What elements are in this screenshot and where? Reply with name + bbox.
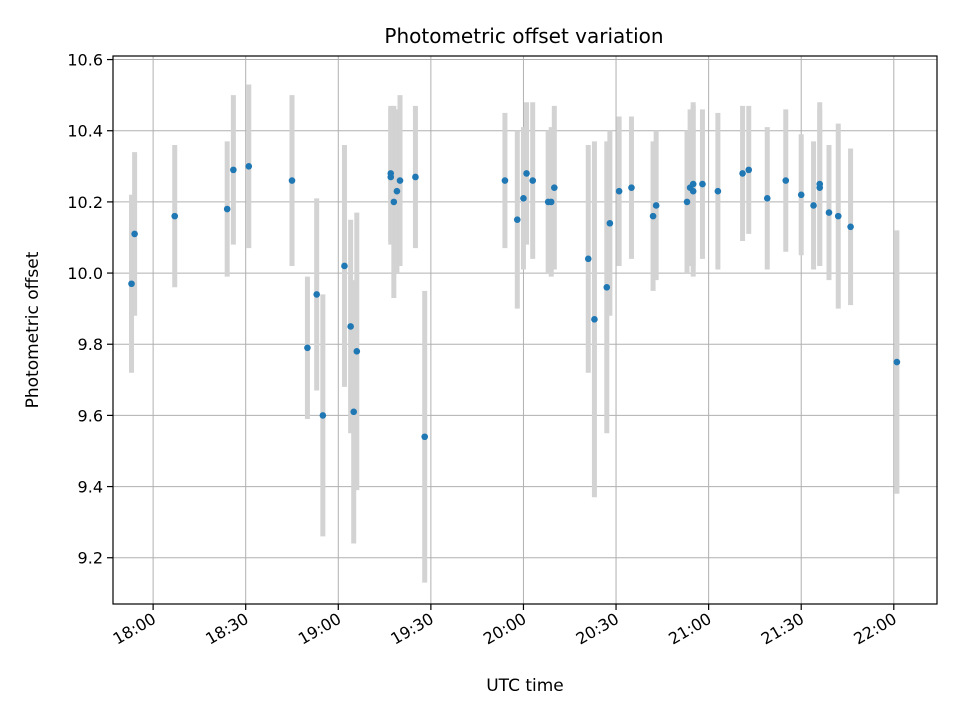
data-point [584, 255, 592, 263]
data-point [421, 433, 429, 441]
data-point [810, 202, 817, 209]
data-point [341, 262, 348, 270]
data-point [797, 191, 805, 199]
y-tick-label: 10.6 [67, 51, 103, 70]
data-point [319, 412, 327, 419]
y-tick-label: 9.2 [78, 549, 103, 568]
data-point [689, 180, 697, 188]
data-point [739, 170, 746, 177]
data-points [128, 163, 901, 441]
data-point [816, 180, 824, 188]
data-point [223, 205, 231, 213]
data-point [893, 358, 901, 366]
data-point [652, 202, 660, 209]
data-point [714, 187, 722, 195]
data-point [834, 212, 842, 220]
data-point [520, 195, 527, 202]
plot-frame [112, 55, 938, 605]
data-point [171, 212, 179, 220]
data-point [304, 344, 311, 352]
y-tick-label: 10.0 [67, 264, 103, 283]
data-point [529, 177, 537, 184]
data-point [387, 173, 395, 181]
chart-title: Photometric offset variation [384, 24, 663, 48]
data-point [763, 195, 771, 202]
data-point [782, 177, 790, 184]
data-point [547, 198, 555, 206]
y-tick-label: 9.4 [78, 478, 103, 497]
y-tick-label: 9.6 [78, 406, 103, 425]
data-point [649, 212, 657, 220]
data-point [628, 184, 635, 191]
data-point [745, 166, 753, 174]
data-point [245, 163, 253, 170]
data-point [313, 291, 320, 298]
data-point [393, 187, 401, 195]
data-point [523, 170, 530, 177]
data-point [353, 348, 361, 355]
data-point [551, 184, 558, 191]
data-point [131, 230, 138, 238]
data-point [699, 180, 706, 188]
data-point [288, 177, 296, 184]
data-point [847, 223, 854, 231]
data-point [683, 198, 691, 206]
data-point [501, 177, 509, 184]
data-point [615, 187, 623, 195]
y-tick-label: 10.2 [67, 193, 103, 212]
data-point [128, 280, 135, 288]
data-point [606, 219, 614, 227]
data-point [689, 187, 697, 195]
y-axis-label: Photometric offset [23, 251, 43, 408]
data-point [350, 408, 358, 416]
data-point [230, 166, 237, 174]
data-point [513, 216, 521, 223]
x-axis-label: UTC time [486, 676, 564, 696]
y-tick-label: 10.4 [67, 122, 103, 141]
data-point [591, 316, 598, 323]
data-point [412, 173, 419, 181]
data-point [825, 209, 833, 216]
data-point [396, 177, 404, 184]
data-point [603, 283, 611, 291]
data-point [390, 198, 398, 206]
y-tick-label: 9.8 [78, 335, 103, 354]
data-point [347, 323, 354, 330]
